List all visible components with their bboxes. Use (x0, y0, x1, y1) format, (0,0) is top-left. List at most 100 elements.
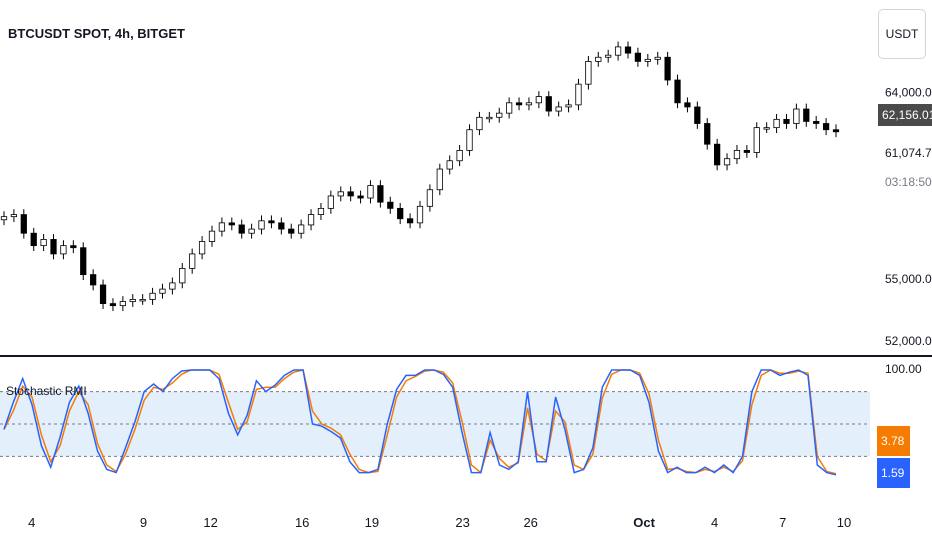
candle-body (664, 56, 671, 81)
candle-body (525, 102, 533, 106)
candle-body (446, 160, 453, 170)
candle-body (337, 191, 344, 197)
candle-body (367, 185, 374, 199)
candle-body (377, 185, 384, 203)
k-value-tag: 1.59 (877, 458, 910, 488)
candle-body (327, 195, 334, 209)
candle-body (228, 222, 235, 226)
price-axis-ticks: 64,000.00 55,000.00 52,000.00 (885, 85, 932, 347)
y-tick-label: 52,000.00 (885, 334, 932, 348)
candle-body (743, 150, 750, 153)
candle-body (189, 253, 196, 269)
candle-body (486, 116, 493, 120)
x-tick-label: 10 (837, 515, 851, 530)
candle-body (278, 222, 285, 230)
candle-body (793, 108, 800, 124)
candle-body (535, 96, 542, 104)
candle-body (109, 303, 117, 307)
candle-body (317, 207, 325, 215)
y-tick-label: 55,000.00 (885, 272, 932, 286)
candle-body (387, 201, 394, 209)
candle-body (723, 158, 731, 166)
x-tick-label: Oct (633, 515, 655, 530)
candle-body (406, 218, 414, 224)
x-tick-label: 26 (523, 515, 537, 530)
indicator-label[interactable]: Stochastic RMI (6, 384, 87, 398)
candle-body (357, 195, 364, 199)
candle-body (179, 268, 186, 284)
candle-body (149, 292, 156, 300)
candle-body (30, 232, 37, 247)
candle-body (218, 222, 226, 232)
candle-body (80, 247, 87, 276)
currency-unit-button[interactable]: USDT (878, 9, 926, 59)
indicator-top-label: 100.00 (885, 362, 922, 376)
candle-body (119, 301, 126, 307)
candle-body (605, 54, 612, 58)
candle-body (416, 205, 424, 224)
x-tick-label: 4 (28, 515, 35, 530)
candle-body (248, 228, 255, 234)
candle-body (634, 52, 642, 62)
candle-body (585, 61, 592, 85)
candle-body (456, 150, 463, 162)
candle-body (624, 46, 632, 54)
candle-body (397, 207, 404, 220)
candle-body (565, 104, 572, 108)
candle-body (426, 189, 434, 207)
candle-body (0, 216, 8, 221)
candle-body (783, 118, 790, 124)
candle-body (159, 288, 166, 294)
candle-body (60, 245, 67, 255)
candle-body (50, 239, 57, 255)
candle-body (684, 102, 691, 108)
candle-body (307, 214, 315, 226)
candle-body (129, 299, 136, 302)
candle-body (10, 214, 18, 218)
candle-body (753, 127, 760, 153)
candle-body (506, 102, 513, 114)
candle-body (268, 220, 275, 224)
candle-body (169, 282, 176, 290)
candle-body (208, 230, 216, 242)
candle-body (347, 191, 354, 197)
candle-body (803, 108, 810, 122)
x-tick-label: 12 (203, 515, 217, 530)
candle-body (773, 118, 780, 129)
candle-body (714, 143, 721, 166)
candle-body (813, 121, 820, 124)
candle-body (436, 168, 443, 191)
candle-body (99, 284, 107, 304)
candle-body (476, 116, 483, 131)
x-tick-label: 9 (140, 515, 147, 530)
x-tick-label: 4 (711, 515, 718, 530)
candle-body (515, 102, 523, 106)
candle-body (575, 83, 582, 106)
candle-body (644, 58, 651, 62)
candle-body (694, 106, 701, 124)
candle-body (288, 228, 295, 234)
candlestick-series (0, 41, 840, 312)
x-tick-label: 7 (779, 515, 786, 530)
candle-body (545, 96, 552, 112)
y-tick-label: 64,000.00 (885, 85, 932, 99)
candle-body (704, 123, 711, 145)
candle-body (238, 224, 245, 234)
x-tick-label: 19 (365, 515, 379, 530)
candle-body (90, 274, 97, 286)
candle-body (832, 129, 840, 133)
candle-body (614, 46, 622, 56)
candle-body (40, 239, 47, 247)
x-tick-label: 23 (455, 515, 469, 530)
candle-body (20, 214, 27, 234)
candle-body (496, 112, 503, 118)
time-axis-ticks: 4 9 12 16 19 23 26 Oct 4 7 10 (28, 515, 851, 530)
countdown-label: 03:18:50 (885, 175, 932, 189)
stoch-k-line (3, 369, 837, 476)
last-price-tag: 62,156.01 (878, 104, 932, 126)
candle-body (763, 127, 770, 130)
candle-body (139, 299, 146, 302)
x-tick-label: 16 (295, 515, 309, 530)
candle-body (595, 56, 602, 62)
candle-body (70, 245, 77, 249)
